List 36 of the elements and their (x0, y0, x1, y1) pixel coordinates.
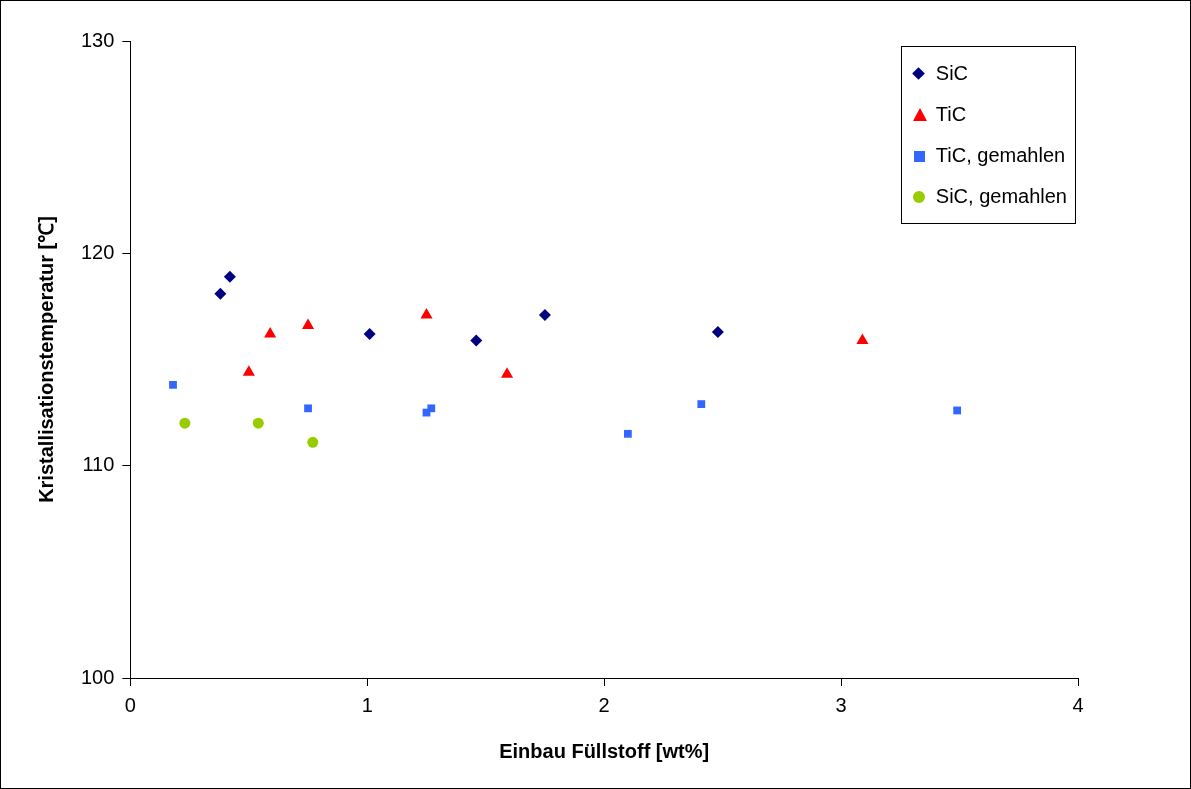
y-tick-label: 130 (80, 28, 115, 51)
point (304, 404, 312, 413)
x-tick-label: 2 (598, 693, 610, 716)
y-tick-label: 110 (82, 453, 115, 476)
y-tick-label: 100 (80, 665, 115, 688)
point (214, 287, 227, 300)
point (169, 381, 177, 389)
point (697, 400, 706, 408)
point (623, 429, 632, 438)
point (470, 334, 483, 347)
y-axis-title: Kristallisationstemperatur [℃] (34, 216, 57, 503)
legend-label: TiC, gemahlen (935, 144, 1066, 167)
point (307, 436, 319, 448)
y-tick-label: 120 (80, 240, 115, 263)
point (538, 308, 551, 321)
point (301, 318, 315, 330)
point (420, 307, 433, 319)
x-axis-title: Einbau Füllstoff [wt%] (499, 739, 710, 762)
x-tick-label: 0 (124, 693, 136, 716)
point (242, 365, 255, 376)
x-tick-label: 3 (835, 693, 847, 716)
point (264, 327, 277, 338)
point (953, 406, 962, 415)
point (363, 328, 376, 341)
x-tick-label: 1 (361, 693, 373, 716)
legend-label: SiC (935, 62, 969, 85)
x-tick-label: 4 (1072, 693, 1084, 716)
point (711, 325, 724, 338)
point (427, 404, 436, 413)
point (856, 333, 869, 344)
point (179, 417, 191, 429)
legend-label: TiC (935, 103, 967, 126)
point (223, 270, 236, 283)
legend-label: SiC, gemahlen (935, 185, 1067, 208)
point (500, 367, 514, 378)
point (252, 417, 264, 429)
